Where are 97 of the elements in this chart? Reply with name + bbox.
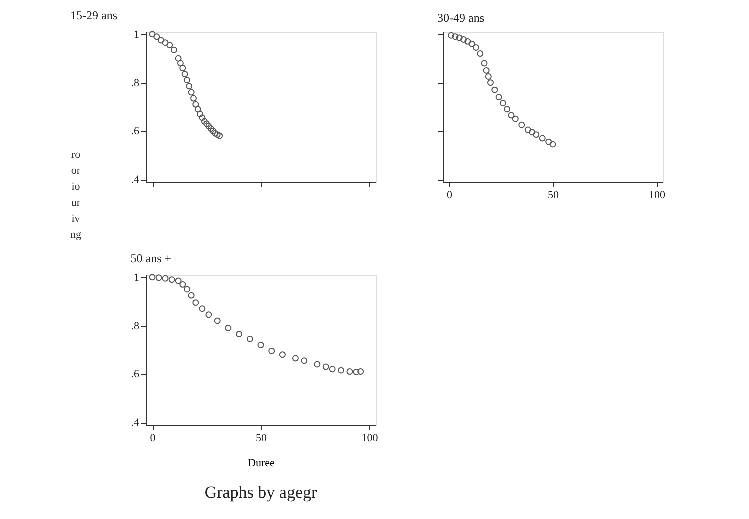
point (477, 50, 484, 58)
point (190, 95, 197, 102)
y-tick-label: .8 (131, 320, 140, 332)
point (492, 86, 498, 94)
text: Graphs by agegr (204, 483, 318, 502)
point (456, 34, 463, 42)
point (192, 101, 200, 108)
point (533, 132, 540, 138)
point (448, 32, 455, 39)
point (485, 74, 492, 80)
x-tick-label: 50 (256, 432, 268, 444)
point (338, 367, 345, 374)
point (184, 77, 190, 84)
point (204, 120, 210, 128)
point (166, 42, 174, 49)
chart-title: 50 ans + (130, 251, 172, 266)
point (546, 138, 552, 146)
point (468, 40, 476, 48)
point (483, 67, 490, 74)
point (550, 141, 556, 148)
chart-title: 30-49 ans (438, 10, 485, 25)
point (184, 286, 190, 293)
point (188, 89, 195, 96)
point (156, 274, 162, 282)
point (162, 40, 169, 46)
point (182, 71, 188, 78)
x-tick-label: 50 (548, 190, 560, 202)
x-tick-label: 100 (362, 432, 379, 444)
point (539, 135, 546, 142)
point (464, 38, 472, 45)
point (168, 276, 176, 284)
point (258, 342, 264, 348)
point (358, 368, 364, 376)
point (518, 122, 526, 128)
point (529, 129, 536, 136)
chart-title: 15-29 ans (70, 8, 118, 22)
x-axis-title: Duree (248, 458, 276, 470)
point (329, 366, 336, 373)
point (346, 368, 354, 376)
point (496, 94, 502, 101)
point (216, 132, 224, 140)
point (214, 318, 221, 324)
point (154, 34, 160, 40)
point (460, 36, 467, 43)
point (279, 352, 286, 358)
x-tick-label: 0 (150, 432, 156, 444)
point (268, 348, 276, 354)
point (512, 116, 519, 122)
point (210, 128, 217, 134)
point (246, 336, 254, 342)
point (225, 324, 232, 332)
point (192, 300, 200, 306)
point (353, 369, 360, 376)
point (175, 55, 182, 62)
x-tick-label: 0 (446, 190, 453, 202)
y-tick-label: .6 (131, 126, 140, 138)
y-tick-label: 1 (134, 272, 140, 284)
point (162, 275, 169, 282)
y-tick-label: .8 (131, 77, 140, 90)
point (180, 281, 186, 288)
y-axis-title: ro or io ur iv ng (70, 149, 82, 241)
point (158, 37, 164, 44)
y-tick-label: 1 (134, 28, 140, 41)
point (208, 126, 214, 132)
point (214, 132, 221, 138)
point (199, 114, 206, 122)
point (197, 111, 204, 118)
point (177, 60, 184, 67)
point (322, 364, 330, 370)
point (452, 34, 459, 40)
point (186, 83, 193, 90)
point (199, 306, 206, 312)
point (188, 292, 195, 299)
point (301, 358, 308, 364)
point (201, 118, 208, 125)
point (292, 355, 299, 362)
point (170, 46, 178, 54)
y-tick-label: .4 (131, 417, 140, 430)
point (487, 80, 494, 86)
point (206, 123, 212, 130)
y-tick-label: .4 (131, 174, 140, 186)
point (149, 31, 156, 38)
point (236, 331, 243, 338)
point (504, 106, 511, 113)
point (472, 44, 480, 51)
point (206, 312, 212, 318)
y-tick-label: .6 (131, 368, 140, 381)
point (500, 100, 506, 107)
point (314, 361, 321, 368)
point (481, 60, 488, 67)
point (149, 274, 156, 281)
point (508, 112, 515, 119)
point (175, 278, 182, 284)
point (180, 65, 186, 72)
x-tick-label: 100 (649, 190, 666, 202)
point (524, 126, 532, 134)
point (194, 106, 202, 113)
